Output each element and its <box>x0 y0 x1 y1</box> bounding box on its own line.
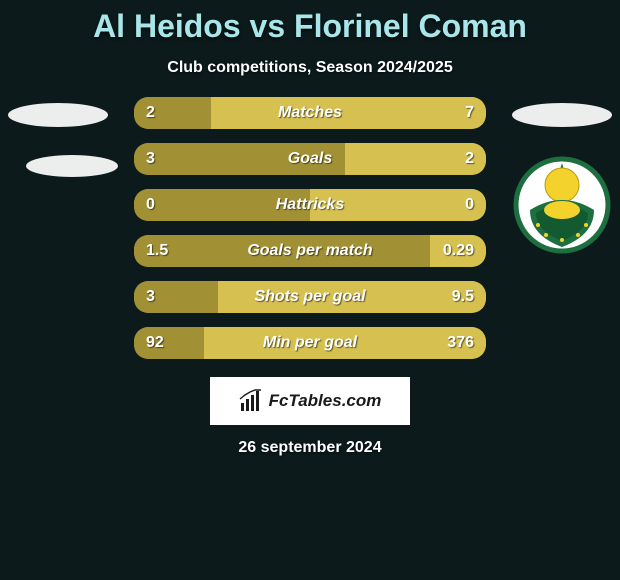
metric-label: Matches <box>134 97 486 129</box>
brand-box: FcTables.com <box>210 377 410 425</box>
date-label: 26 september 2024 <box>0 439 620 457</box>
metric-row: 92376Min per goal <box>134 327 486 359</box>
player-badge-left <box>8 103 108 203</box>
metric-label: Shots per goal <box>134 281 486 313</box>
metric-row: 32Goals <box>134 143 486 175</box>
comparison-chart: 27Matches32Goals00Hattricks1.50.29Goals … <box>0 105 620 365</box>
page-title: Al Heidos vs Florinel Coman <box>0 0 620 45</box>
metric-row: 39.5Shots per goal <box>134 281 486 313</box>
metric-rows: 27Matches 32Goals 00Hattricks 1.50.29Goals … <box>134 97 486 373</box>
placeholder-shape <box>26 155 118 177</box>
chart-icon <box>239 389 263 413</box>
subtitle: Club competitions, Season 2024/2025 <box>0 59 620 77</box>
metric-row: 1.50.29Goals per match <box>134 235 486 267</box>
placeholder-shape <box>8 103 108 127</box>
metric-label: Min per goal <box>134 327 486 359</box>
metric-row: 27Matches <box>134 97 486 129</box>
metric-label: Goals <box>134 143 486 175</box>
placeholder-shape <box>512 103 612 127</box>
metric-row: 00Hattricks <box>134 189 486 221</box>
brand-label: FcTables.com <box>269 391 382 411</box>
metric-label: Goals per match <box>134 235 486 267</box>
metric-label: Hattricks <box>134 189 486 221</box>
club-logo-right <box>512 155 612 255</box>
